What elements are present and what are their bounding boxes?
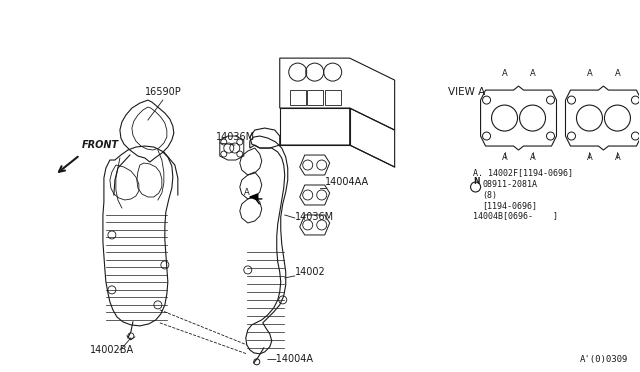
Text: A: A <box>502 153 508 162</box>
Text: 16590P: 16590P <box>145 87 181 97</box>
Text: 14036M: 14036M <box>216 132 255 142</box>
Text: 14004AA: 14004AA <box>324 177 369 187</box>
Polygon shape <box>250 194 258 200</box>
Text: A: A <box>529 69 535 78</box>
Text: 14036M: 14036M <box>295 212 334 222</box>
Text: VIEW A: VIEW A <box>447 87 485 97</box>
Text: [1194-0696]: [1194-0696] <box>483 201 538 210</box>
Text: A: A <box>586 69 592 78</box>
Text: A: A <box>502 69 508 78</box>
Text: A: A <box>614 153 620 162</box>
Text: 14002: 14002 <box>295 267 326 277</box>
Text: (8): (8) <box>483 191 497 200</box>
Text: 08911-2081A: 08911-2081A <box>483 180 538 189</box>
Text: —14004A: —14004A <box>267 354 314 364</box>
Text: A: A <box>244 188 250 197</box>
Text: A: A <box>586 153 592 162</box>
Text: N: N <box>474 177 480 186</box>
Text: A: A <box>529 153 535 162</box>
Text: FRONT: FRONT <box>82 140 119 150</box>
Text: A. 14002F[1194-0696]: A. 14002F[1194-0696] <box>472 168 573 177</box>
Text: A'(0)0309: A'(0)0309 <box>579 355 628 364</box>
Text: 14002BA: 14002BA <box>90 345 134 355</box>
Text: 14004B[0696-    ]: 14004B[0696- ] <box>472 211 557 220</box>
Text: A: A <box>614 69 620 78</box>
